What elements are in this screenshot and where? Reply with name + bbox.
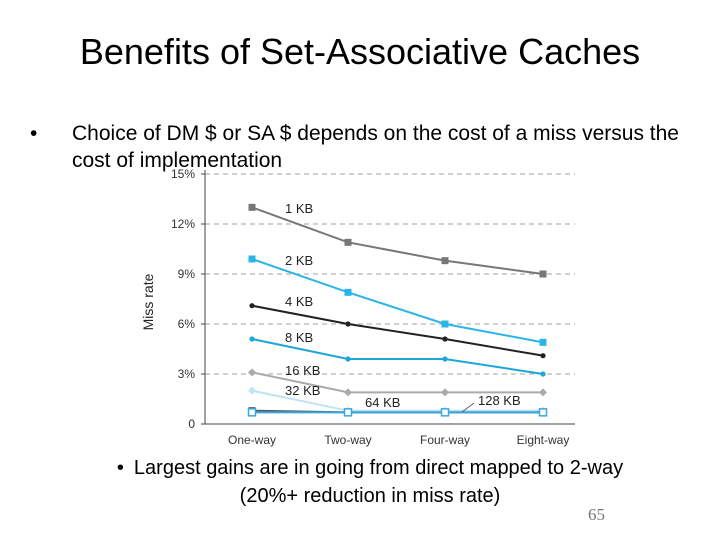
data-point [344, 288, 352, 296]
series-line [251, 371, 543, 394]
series-label: 8 KB [285, 330, 313, 345]
series-label: 32 KB [285, 383, 320, 398]
x-tick-label: Four-way [420, 433, 470, 447]
data-point [344, 238, 352, 246]
data-point [441, 320, 449, 328]
series-label: 1 KB [285, 201, 313, 216]
data-point [248, 368, 256, 377]
y-tick-label: 9% [178, 267, 196, 281]
y-tick-label: 3% [178, 367, 196, 381]
x-tick-label: Eight-way [517, 433, 570, 447]
data-point [441, 257, 449, 265]
x-tick-label: Two-way [324, 433, 371, 447]
y-tick-label: 12% [171, 217, 195, 231]
y-tick-label: 15% [171, 167, 195, 181]
data-point [442, 356, 448, 362]
data-point [249, 303, 255, 309]
data-point [540, 371, 546, 377]
data-point [345, 356, 351, 362]
sub-bullet: • Largest gains are in going from direct … [60, 454, 680, 510]
data-point [345, 321, 351, 327]
x-tick-label: One-way [228, 433, 276, 447]
sub-bullet-dot: • [116, 457, 124, 479]
data-point [539, 388, 547, 397]
main-bullet: • Choice of DM $ or SA $ depends on the … [30, 120, 682, 174]
data-point [248, 255, 256, 263]
data-point [247, 408, 257, 417]
y-tick-label: 6% [178, 317, 196, 331]
series-line [251, 206, 544, 275]
sub-bullet-line1: Largest gains are in going from direct m… [133, 457, 624, 479]
main-bullet-text: Choice of DM $ or SA $ depends on the co… [72, 122, 679, 172]
data-point [540, 353, 546, 359]
series-label: 128 KB [478, 393, 521, 408]
series-line [251, 338, 544, 375]
series-label: 2 KB [285, 253, 313, 268]
page-number: 65 [588, 505, 605, 524]
series-line [251, 389, 543, 412]
bullet-dot: • [30, 122, 38, 145]
data-point [440, 408, 450, 417]
series-label: 16 KB [285, 363, 320, 378]
y-tick-label: 0 [188, 417, 195, 431]
data-point [539, 338, 547, 346]
label-leader [461, 402, 475, 413]
data-point [248, 203, 256, 211]
sub-bullet-line2: (20%+ reduction in miss rate) [239, 485, 501, 507]
series-line [251, 258, 544, 344]
y-axis-label: Miss rate [140, 273, 156, 330]
data-point [249, 336, 255, 342]
data-point [538, 408, 548, 417]
data-point [344, 388, 352, 397]
series-label: 64 KB [365, 395, 400, 410]
series-label: 4 KB [285, 294, 313, 309]
data-point [539, 270, 547, 278]
series-line [251, 304, 544, 357]
data-point [442, 336, 448, 342]
data-point [343, 408, 353, 417]
data-point [248, 386, 256, 395]
slide-title: Benefits of Set-Associative Caches [79, 31, 641, 72]
data-point [441, 388, 449, 397]
